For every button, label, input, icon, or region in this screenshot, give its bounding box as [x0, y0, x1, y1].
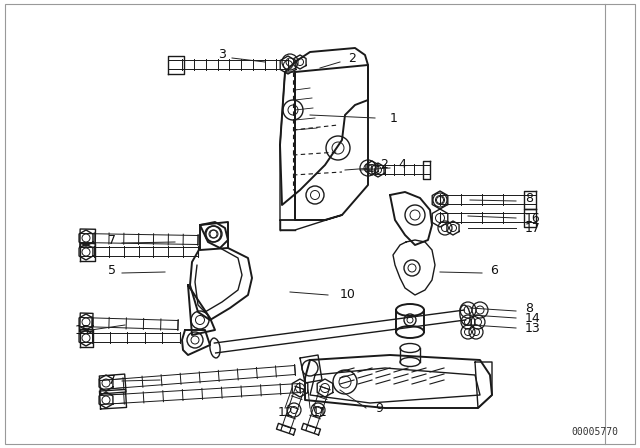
Text: 9: 9: [375, 401, 383, 414]
Text: 5: 5: [108, 263, 116, 276]
Text: 14: 14: [525, 311, 541, 324]
Text: 15: 15: [75, 323, 91, 336]
Text: 8: 8: [525, 191, 533, 204]
Text: 10: 10: [340, 289, 356, 302]
Text: 16: 16: [525, 211, 541, 224]
Text: 11: 11: [312, 406, 328, 419]
Text: 7: 7: [108, 374, 116, 387]
Text: 1: 1: [390, 112, 398, 125]
Ellipse shape: [396, 326, 424, 338]
Text: 8: 8: [525, 302, 533, 314]
Text: 2: 2: [380, 159, 388, 172]
Text: 00005770: 00005770: [572, 427, 618, 437]
Text: 7: 7: [108, 233, 116, 246]
Text: 17: 17: [525, 221, 541, 234]
Text: 6: 6: [490, 263, 498, 276]
Text: 2: 2: [348, 52, 356, 65]
Text: 13: 13: [525, 322, 541, 335]
Text: 3: 3: [218, 48, 226, 61]
Text: 4: 4: [398, 159, 406, 172]
Text: 12: 12: [278, 406, 294, 419]
Ellipse shape: [400, 358, 420, 366]
